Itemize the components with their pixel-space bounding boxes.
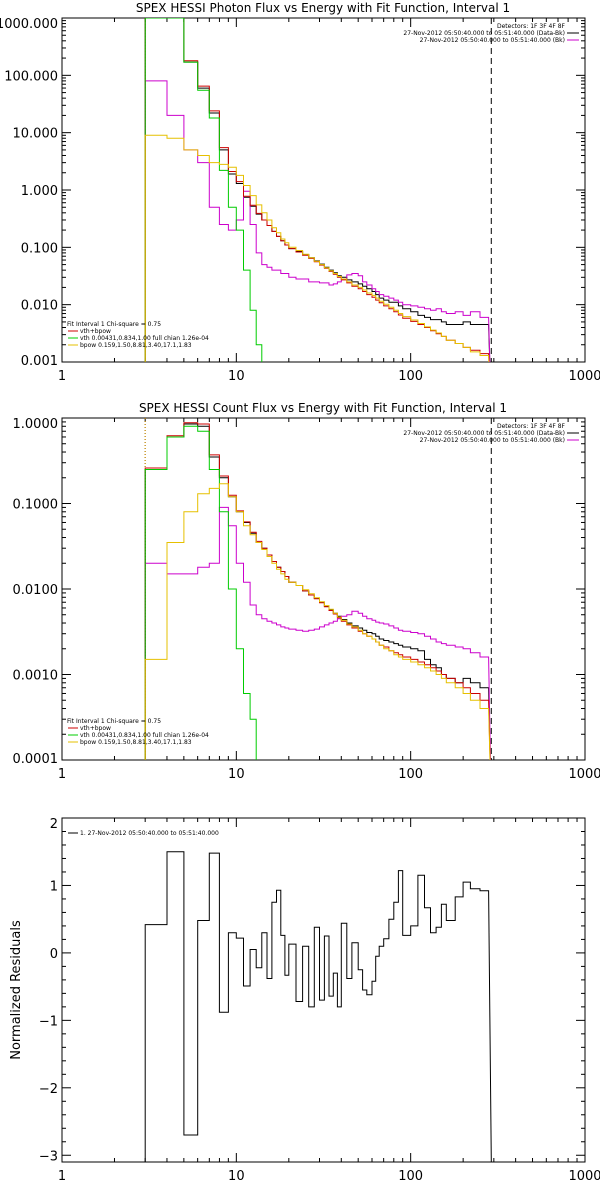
y-axis: 0.0001 0.0010 0.0100 0.1000 1.0000 bbox=[13, 417, 585, 767]
legend-entry: 1. 27-Nov-2012 05:50:40.000 to 05:51:40.… bbox=[80, 830, 219, 837]
legend-entry: vth+bpow bbox=[80, 725, 111, 732]
plot-frame bbox=[61, 817, 586, 1163]
legend: Fit Interval 1 Chi-square = 0.75vth+bpow… bbox=[67, 718, 209, 746]
x-tick-label: 1 bbox=[58, 369, 66, 384]
y-axis-label: Normalized Residuals bbox=[9, 920, 24, 1060]
y-tick-label: 0.1000 bbox=[13, 498, 59, 513]
info-line: Detectors: 1F 3F 4F 8F bbox=[497, 23, 566, 30]
y-tick-label: −2 bbox=[39, 1082, 58, 1097]
plot-frame bbox=[61, 417, 586, 761]
y-tick-label: 0.010 bbox=[21, 299, 58, 314]
legend-entry: vth 0.00431,0.834,1.00 full chian 1.26e-… bbox=[80, 335, 209, 342]
x-tick-label: 1000 bbox=[568, 369, 600, 384]
count-flux-panel: SPEX HESSI Count Flux vs Energy with Fit… bbox=[13, 401, 600, 782]
x-axis: 1 10 100 1000 bbox=[58, 18, 600, 384]
y-tick-label: 0.100 bbox=[21, 241, 58, 256]
series-line bbox=[144, 18, 490, 362]
plot-frame bbox=[61, 17, 586, 363]
y-tick-label: 0.0010 bbox=[13, 669, 59, 684]
x-tick-label: 10 bbox=[228, 767, 245, 782]
x-tick-label: 100 bbox=[398, 369, 423, 384]
y-tick-label: 100.000 bbox=[4, 69, 58, 84]
x-tick-label: 1000 bbox=[568, 1169, 600, 1184]
series-line bbox=[144, 851, 492, 1162]
chart-title: SPEX HESSI Photon Flux vs Energy with Fi… bbox=[136, 1, 510, 15]
x-tick-label: 1 bbox=[58, 767, 66, 782]
y-tick-label: 1.000 bbox=[21, 184, 58, 199]
photon-flux-panel: SPEX HESSI Photon Flux vs Energy with Fi… bbox=[0, 1, 600, 384]
x-tick-label: 100 bbox=[398, 1169, 423, 1184]
series-line bbox=[144, 18, 263, 362]
x-tick-label: 1 bbox=[58, 1169, 66, 1184]
series-line bbox=[144, 134, 490, 362]
legend-entry: vth+bpow bbox=[80, 328, 111, 335]
x-axis: 1 10 100 1000 bbox=[58, 418, 600, 782]
legend-entry: Fit Interval 1 Chi-square = 0.75 bbox=[67, 321, 161, 328]
legend: 1. 27-Nov-2012 05:50:40.000 to 05:51:40.… bbox=[68, 830, 219, 837]
info-line: 27-Nov-2012 05:50:40.000 to 05:51:40.000… bbox=[420, 437, 565, 444]
y-tick-label: 0.0100 bbox=[13, 583, 59, 598]
y-tick-label: 1.0000 bbox=[13, 417, 59, 432]
plot-area bbox=[144, 418, 492, 760]
plot-area bbox=[144, 18, 492, 362]
series-line bbox=[144, 422, 491, 760]
legend-entry: vth 0.00431,0.834,1.00 full chian 1.26e-… bbox=[80, 732, 209, 739]
x-tick-label: 10 bbox=[228, 1169, 245, 1184]
x-tick-label: 1000 bbox=[568, 767, 600, 782]
series-line bbox=[144, 425, 257, 760]
residuals-panel: Normalized Residuals 1 10 100 1000 −3 −2 −1 0 1 2… bbox=[9, 817, 600, 1184]
y-tick-label: 10.000 bbox=[13, 127, 59, 142]
x-tick-label: 10 bbox=[228, 369, 245, 384]
info-line: Detectors: 1F 3F 4F 8F bbox=[497, 423, 566, 430]
y-axis: 0.001 0.010 0.100 1.000 10.000 100.000 1000.00… bbox=[0, 17, 585, 369]
info-line: 27-Nov-2012 05:50:40.000 to 05:51:40.000… bbox=[403, 430, 565, 437]
y-tick-label: 0.0001 bbox=[13, 752, 59, 767]
y-tick-label: −3 bbox=[39, 1149, 58, 1164]
series-line bbox=[144, 506, 491, 760]
series-line bbox=[144, 483, 491, 760]
info-line: 27-Nov-2012 05:50:40.000 to 05:51:40.000… bbox=[403, 30, 565, 37]
plot-area bbox=[144, 851, 492, 1162]
legend: Fit Interval 1 Chi-square = 0.75vth+bpow… bbox=[67, 321, 209, 349]
series-line bbox=[144, 423, 491, 760]
legend-entry: Fit Interval 1 Chi-square = 0.75 bbox=[67, 718, 161, 725]
y-tick-label: 2 bbox=[50, 817, 58, 832]
legend-entry: bpow 0.159,1.50,8.81,3.40,17.1,1.83 bbox=[80, 739, 192, 746]
legend-entry: bpow 0.159,1.50,8.81,3.40,17.1,1.83 bbox=[80, 342, 192, 349]
chart-title: SPEX HESSI Count Flux vs Energy with Fit… bbox=[139, 401, 507, 415]
y-axis: −3 −2 −1 0 1 2 bbox=[39, 817, 585, 1164]
y-tick-label: 1 bbox=[50, 879, 58, 894]
y-tick-label: 1000.000 bbox=[0, 17, 58, 32]
y-tick-label: −1 bbox=[39, 1014, 58, 1029]
x-tick-label: 100 bbox=[398, 767, 423, 782]
info-line: 27-Nov-2012 05:50:40.000 to 05:51:40.000… bbox=[420, 37, 565, 44]
series-line bbox=[144, 18, 491, 362]
y-tick-label: 0.001 bbox=[21, 354, 58, 369]
x-axis: 1 10 100 1000 bbox=[58, 818, 600, 1184]
y-tick-label: 0 bbox=[50, 947, 58, 962]
